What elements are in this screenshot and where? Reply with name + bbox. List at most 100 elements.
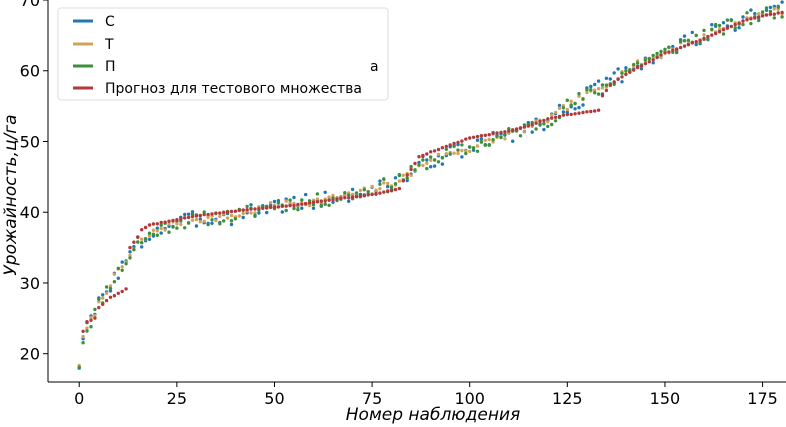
data-point xyxy=(612,80,616,84)
y-tick-label: 20 xyxy=(20,345,40,364)
data-point xyxy=(155,229,159,233)
data-point xyxy=(167,219,171,223)
data-point xyxy=(179,217,183,221)
data-point xyxy=(659,55,663,60)
data-point xyxy=(546,124,550,129)
data-point xyxy=(194,217,199,222)
data-point xyxy=(581,97,585,101)
data-point xyxy=(468,136,472,140)
data-point xyxy=(93,307,97,312)
data-point xyxy=(101,293,105,297)
data-point xyxy=(436,147,441,152)
data-point xyxy=(143,225,148,230)
data-point xyxy=(425,161,429,165)
data-point xyxy=(694,33,698,38)
data-point xyxy=(639,67,644,71)
data-point xyxy=(651,61,655,65)
legend: СТП Прогноз для тестового множества а xyxy=(57,7,389,101)
data-point xyxy=(569,112,573,117)
data-point xyxy=(155,222,159,226)
data-point xyxy=(702,37,706,41)
data-point xyxy=(706,35,710,39)
data-point xyxy=(378,187,382,191)
data-point xyxy=(167,230,171,234)
data-point xyxy=(499,135,503,140)
data-point xyxy=(491,132,495,136)
data-point xyxy=(112,272,117,276)
data-point xyxy=(717,23,722,28)
data-point xyxy=(413,161,417,166)
data-point xyxy=(448,143,452,147)
data-point xyxy=(163,228,167,232)
data-point xyxy=(690,41,694,45)
data-point xyxy=(421,158,425,162)
data-point xyxy=(241,211,245,216)
data-point xyxy=(85,326,89,330)
data-point xyxy=(721,32,726,36)
data-point xyxy=(475,134,480,139)
data-point xyxy=(585,110,589,114)
data-point xyxy=(417,155,421,159)
data-point xyxy=(468,149,472,154)
data-point xyxy=(233,209,238,213)
data-point xyxy=(589,88,593,92)
data-point xyxy=(757,18,761,23)
data-point xyxy=(343,191,347,195)
data-point xyxy=(417,163,421,167)
data-point xyxy=(140,228,144,232)
data-point xyxy=(347,193,351,197)
data-point xyxy=(483,133,487,137)
data-point xyxy=(475,149,480,153)
data-point xyxy=(198,220,202,224)
data-point xyxy=(440,146,445,150)
data-point xyxy=(425,152,429,156)
data-point xyxy=(101,302,105,306)
data-point xyxy=(253,213,257,217)
data-point xyxy=(593,88,597,92)
x-tick-label: 175 xyxy=(747,389,778,408)
data-point xyxy=(323,199,327,203)
data-point xyxy=(374,188,378,192)
data-point xyxy=(97,297,101,301)
data-point xyxy=(565,98,569,102)
data-point xyxy=(546,117,550,121)
data-point xyxy=(319,199,323,203)
data-point xyxy=(421,153,425,158)
data-point xyxy=(729,18,733,23)
data-point xyxy=(163,220,167,224)
data-point xyxy=(741,19,745,23)
data-point xyxy=(499,130,503,135)
data-point xyxy=(452,151,456,155)
data-point xyxy=(362,194,366,198)
data-point xyxy=(343,196,347,200)
data-point xyxy=(284,204,288,208)
data-point xyxy=(194,214,199,218)
x-tick-label: 125 xyxy=(552,389,583,408)
data-point xyxy=(511,128,515,132)
data-point xyxy=(780,10,784,15)
data-point xyxy=(108,284,113,288)
data-point xyxy=(276,201,281,205)
data-point xyxy=(456,148,460,152)
data-point xyxy=(272,199,277,204)
data-point xyxy=(678,39,683,44)
data-point xyxy=(159,231,163,235)
data-point xyxy=(643,61,648,66)
data-point xyxy=(378,191,382,195)
data-point xyxy=(604,88,609,93)
data-point xyxy=(577,111,581,115)
data-point xyxy=(225,216,230,220)
data-point xyxy=(534,127,538,131)
data-point xyxy=(581,103,585,107)
data-point xyxy=(179,222,183,227)
data-point xyxy=(104,291,109,295)
data-point xyxy=(81,334,85,339)
data-point xyxy=(136,235,140,239)
data-point xyxy=(624,66,628,70)
legend-label: Прогноз для тестового множества xyxy=(105,81,362,97)
data-point xyxy=(401,173,405,177)
data-point xyxy=(577,105,581,110)
data-point xyxy=(288,198,292,202)
data-point xyxy=(288,203,292,208)
